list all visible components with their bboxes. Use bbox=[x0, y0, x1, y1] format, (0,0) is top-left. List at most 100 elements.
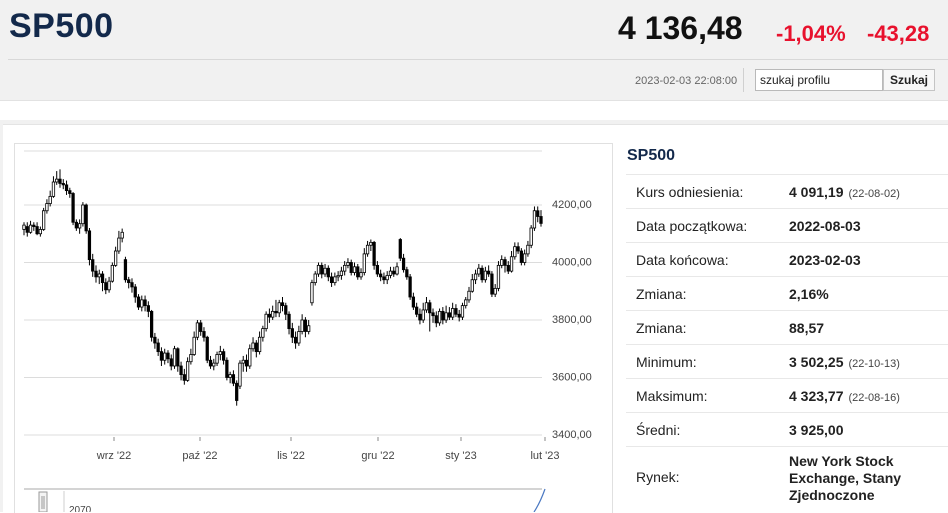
x-tick-label: sty '23 bbox=[445, 450, 476, 462]
candle bbox=[451, 302, 455, 320]
stats-value-date: (22-10-13) bbox=[848, 357, 900, 370]
candle-body-up bbox=[346, 262, 350, 266]
candle bbox=[32, 222, 36, 231]
candle bbox=[64, 180, 69, 195]
candle bbox=[205, 335, 209, 364]
candle bbox=[379, 269, 383, 282]
candle bbox=[356, 263, 360, 280]
candle bbox=[385, 271, 389, 285]
candle bbox=[307, 320, 311, 335]
candle bbox=[48, 190, 52, 207]
candle bbox=[235, 380, 239, 406]
candle-body-up bbox=[336, 275, 340, 278]
stats-label: Zmiana: bbox=[626, 276, 789, 311]
candle-body-down bbox=[208, 359, 213, 367]
candle-body-up bbox=[261, 328, 265, 338]
y-tick-label: 4000,00 bbox=[552, 257, 592, 269]
stats-value-text: 4 323,77 bbox=[789, 387, 844, 404]
candle-body-up bbox=[81, 204, 85, 225]
candle bbox=[143, 295, 147, 312]
candle bbox=[388, 266, 393, 279]
candle-body-up bbox=[316, 264, 321, 275]
x-tick-label: paź '22 bbox=[182, 450, 217, 462]
candle bbox=[336, 271, 340, 282]
price-chart[interactable]: 4200,00 4000,00 3800,00 3600,00 3400,00 wrz … bbox=[14, 143, 611, 512]
candle bbox=[22, 222, 26, 236]
candle-body-down bbox=[149, 310, 154, 338]
candle-body-up bbox=[277, 302, 281, 314]
stats-value-text: 4 091,19 bbox=[789, 183, 844, 200]
candle-body-down bbox=[146, 305, 150, 312]
candle bbox=[362, 248, 366, 276]
candle bbox=[25, 222, 29, 237]
candle bbox=[529, 225, 533, 249]
candle bbox=[284, 302, 288, 320]
candle bbox=[395, 262, 399, 276]
candle-body-down bbox=[221, 351, 226, 361]
stats-label: Maksimum: bbox=[626, 378, 789, 413]
candle bbox=[343, 261, 347, 276]
stats-row: Rynek: New York Stock Exchange, Stany Zj… bbox=[626, 446, 948, 507]
candle bbox=[212, 358, 216, 371]
candle bbox=[454, 304, 458, 318]
candle bbox=[444, 305, 448, 323]
candle bbox=[100, 271, 105, 292]
candle bbox=[359, 268, 363, 280]
candle bbox=[333, 272, 337, 286]
quote-header: SP500 4 136,48 -1,04% -43,28 2023-02-03 … bbox=[0, 0, 948, 101]
candle bbox=[166, 350, 170, 364]
candle bbox=[532, 206, 537, 231]
candle-body-down bbox=[68, 190, 72, 194]
candle-body-down bbox=[372, 241, 376, 266]
candle bbox=[493, 284, 497, 297]
candle-body-up bbox=[241, 359, 245, 364]
profile-search-input[interactable] bbox=[755, 69, 883, 91]
candle bbox=[503, 256, 507, 273]
candle-body-up bbox=[451, 308, 455, 318]
candle-body-up bbox=[297, 331, 301, 344]
stats-value-date: (22-08-16) bbox=[848, 391, 900, 404]
candle-body-up bbox=[496, 264, 501, 289]
candle bbox=[221, 348, 226, 365]
stats-value-date: (22-08-02) bbox=[848, 187, 900, 200]
candle bbox=[113, 246, 118, 267]
candle bbox=[539, 210, 543, 227]
candle bbox=[415, 302, 419, 318]
candle-body-up bbox=[212, 362, 216, 367]
candle-body-down bbox=[32, 224, 36, 227]
candle-body-down bbox=[519, 250, 523, 263]
candle bbox=[257, 331, 262, 355]
candle-body-up bbox=[313, 273, 317, 284]
candle-body-down bbox=[136, 296, 141, 308]
candle-body-up bbox=[385, 275, 389, 281]
candle bbox=[117, 230, 121, 254]
stats-value: 3 925,00 bbox=[789, 412, 948, 447]
candle-body-down bbox=[91, 259, 95, 272]
candle-body-up bbox=[323, 267, 327, 275]
navigator-handle[interactable] bbox=[38, 491, 48, 512]
candle-body-down bbox=[398, 239, 402, 259]
candle bbox=[316, 262, 321, 277]
candle bbox=[172, 345, 177, 369]
candle bbox=[153, 332, 157, 349]
candle bbox=[516, 242, 520, 254]
candle bbox=[195, 320, 200, 341]
toolbar-separator bbox=[743, 68, 744, 92]
candle-body-down bbox=[418, 313, 422, 321]
candle bbox=[104, 278, 108, 295]
candle-body-up bbox=[45, 203, 49, 212]
candle bbox=[38, 226, 42, 237]
search-button[interactable]: Szukaj bbox=[883, 69, 935, 91]
candle-body-down bbox=[58, 178, 62, 184]
stats-value: 2,16% bbox=[789, 276, 948, 311]
candle-body-down bbox=[539, 216, 543, 224]
candle bbox=[156, 338, 160, 356]
stats-value: 2023-02-03 bbox=[789, 242, 948, 277]
candle-body-up bbox=[120, 231, 124, 239]
candle bbox=[261, 325, 265, 342]
candle-body-up bbox=[307, 325, 311, 332]
candle bbox=[280, 297, 285, 312]
candle-body-up bbox=[523, 253, 527, 263]
candle bbox=[398, 238, 402, 262]
candle bbox=[77, 219, 82, 234]
